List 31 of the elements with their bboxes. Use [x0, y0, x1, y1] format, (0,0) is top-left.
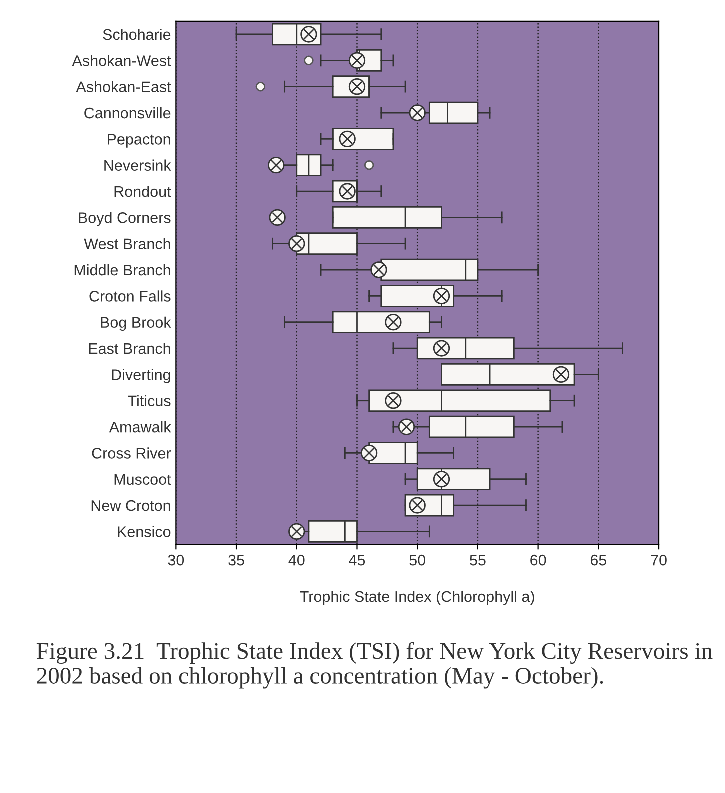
y-tick-label: Kensico: [118, 526, 171, 538]
y-tick-label: Middle Branch: [74, 264, 170, 276]
y-tick-label: Schoharie: [103, 28, 171, 40]
y-tick-label: Rondout: [114, 186, 172, 198]
y-tick-label: East Branch: [89, 342, 170, 354]
x-tick-label: 30: [168, 554, 184, 566]
x-tick-label: 65: [590, 554, 607, 566]
x-tick-label: 50: [410, 554, 426, 566]
y-tick-label: Muscoot: [114, 474, 172, 486]
y-tick-label: Croton Falls: [90, 290, 171, 302]
y-tick-label: Bog Brook: [101, 316, 172, 332]
y-tick-label: Amawalk: [109, 421, 172, 433]
y-tick-label: Ashokan-West: [72, 55, 172, 66]
y-tick-label: Cannonsville: [84, 107, 171, 119]
x-tick-label: 70: [651, 554, 667, 566]
x-tick-label: 35: [228, 554, 244, 566]
y-tick-label: Diverting: [112, 369, 170, 384]
x-tick-label: 55: [470, 555, 486, 566]
x-axis-title: Trophic State Index (Chlorophyll a): [300, 590, 534, 606]
y-tick-label: Pepacton: [108, 134, 170, 148]
x-tick-label: 60: [530, 554, 546, 566]
y-tick-label: Neversink: [104, 160, 172, 172]
y-tick-label: Boyd Corners: [79, 212, 171, 226]
x-tick-label: 45: [349, 555, 366, 566]
y-tick-label: West Branch: [84, 238, 170, 250]
y-tick-label: Ashokan-East: [76, 81, 172, 93]
y-tick-label: Titicus: [128, 395, 171, 407]
y-tick-label: New Croton: [92, 500, 170, 512]
caption: Figure 3.21 Trophic State Index (TSI) for New York City Reservoirs in 2002 based on chlorophyll a concentration (May - October).: [36, 642, 713, 689]
y-tick-label: Cross River: [92, 448, 172, 459]
x-tick-label: 40: [288, 554, 305, 566]
